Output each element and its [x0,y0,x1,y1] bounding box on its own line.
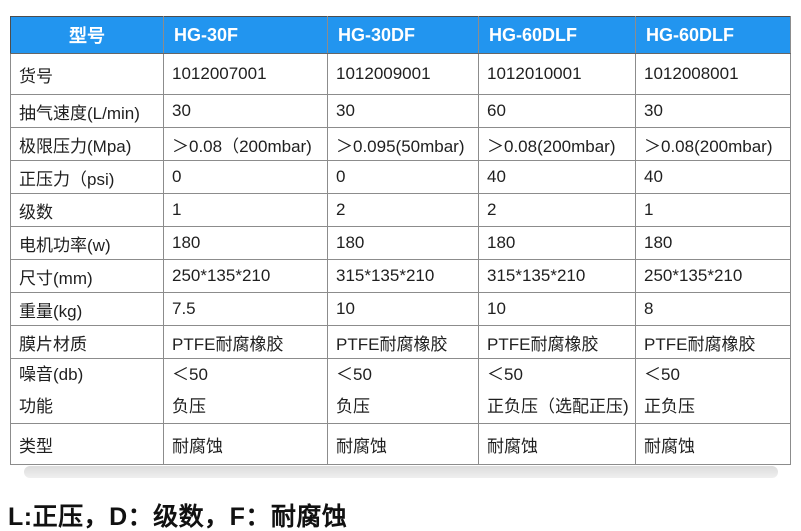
header-row: 型号 HG-30F HG-30DF HG-60DLF HG-60DLF [10,16,791,54]
cell-value: ＞0.095(50mbar) [327,127,479,161]
table-row-diaphragm-material: 膜片材质 PTFE耐腐橡胶 PTFE耐腐橡胶 PTFE耐腐橡胶 PTFE耐腐橡胶 [10,325,791,359]
table-row-dimensions: 尺寸(mm) 250*135*210 315*135*210 315*135*2… [10,259,791,293]
cell-value: 30 [163,94,328,128]
cell-value: 1012010001 [478,53,636,95]
cell-value: ＜50 正负压 [635,358,791,424]
cell-value: 315*135*210 [327,259,479,293]
noise-value: ＜50 [487,365,523,384]
spec-table-header: 型号 HG-30F HG-30DF HG-60DLF HG-60DLF [10,16,791,54]
row-label: 膜片材质 [10,325,164,359]
cell-value: ＞0.08(200mbar) [478,127,636,161]
function-value: 正负压 [644,397,695,416]
cell-value: 180 [327,226,479,260]
table-row-positive-pressure: 正压力（psi) 0 0 40 40 [10,160,791,194]
table-shadow-divider [24,466,778,478]
noise-value: ＜50 [336,365,372,384]
function-value: 正负压（选配正压) [487,397,629,416]
header-cell-model-2: HG-30DF [327,16,479,54]
row-label-function: 功能 [19,397,53,416]
cell-value: 10 [478,292,636,326]
cell-value: 40 [478,160,636,194]
cell-value: 180 [163,226,328,260]
cell-value: ＞0.08(200mbar) [635,127,791,161]
row-label: 电机功率(w) [10,226,164,260]
cell-value: PTFE耐腐橡胶 [478,325,636,359]
cell-value: 0 [327,160,479,194]
cell-value: 60 [478,94,636,128]
legend-note: L:正压，D：级数，F：耐腐蚀 [8,503,348,531]
row-label: 类型 [10,423,164,465]
table-row-item-number: 货号 1012007001 1012009001 1012010001 1012… [10,53,791,95]
row-label: 重量(kg) [10,292,164,326]
cell-value: 1012008001 [635,53,791,95]
function-value: 负压 [172,397,206,416]
header-cell-model-label: 型号 [10,16,164,54]
table-row-motor-power: 电机功率(w) 180 180 180 180 [10,226,791,260]
cell-value: 30 [327,94,479,128]
cell-value: ＞0.08（200mbar) [163,127,328,161]
spec-table-body: 货号 1012007001 1012009001 1012010001 1012… [10,53,791,465]
cell-value: ＜50 正负压（选配正压) [478,358,636,424]
noise-value: ＜50 [172,365,208,384]
row-label: 尺寸(mm) [10,259,164,293]
row-label: 货号 [10,53,164,95]
cell-value: PTFE耐腐橡胶 [635,325,791,359]
cell-value: 250*135*210 [635,259,791,293]
cell-value: 180 [478,226,636,260]
row-label: 正压力（psi) [10,160,164,194]
cell-value: 30 [635,94,791,128]
cell-value: 2 [478,193,636,227]
cell-value: 耐腐蚀 [635,423,791,465]
row-label-noise: 噪音(db) [19,365,84,384]
table-row-pumping-speed: 抽气速度(L/min) 30 30 60 30 [10,94,791,128]
row-label: 级数 [10,193,164,227]
cell-value: 2 [327,193,479,227]
cell-value: 8 [635,292,791,326]
cell-value: 7.5 [163,292,328,326]
table-row-type: 类型 耐腐蚀 耐腐蚀 耐腐蚀 耐腐蚀 [10,423,791,465]
cell-value: 1 [635,193,791,227]
cell-value: 耐腐蚀 [163,423,328,465]
row-label: 抽气速度(L/min) [10,94,164,128]
cell-value: 315*135*210 [478,259,636,293]
cell-value: PTFE耐腐橡胶 [163,325,328,359]
cell-value: 1012009001 [327,53,479,95]
cell-value: 耐腐蚀 [478,423,636,465]
cell-value: PTFE耐腐橡胶 [327,325,479,359]
noise-value: ＜50 [644,365,680,384]
table-row-ultimate-pressure: 极限压力(Mpa) ＞0.08（200mbar) ＞0.095(50mbar) … [10,127,791,161]
table-row-stages: 级数 1 2 2 1 [10,193,791,227]
cell-value: 1 [163,193,328,227]
cell-value: 250*135*210 [163,259,328,293]
cell-value: 180 [635,226,791,260]
cell-value: ＜50 负压 [163,358,328,424]
cell-value: ＜50 负压 [327,358,479,424]
row-label: 噪音(db) 功能 [10,358,164,424]
header-cell-model-1: HG-30F [163,16,328,54]
function-value: 负压 [336,397,370,416]
table-row-weight: 重量(kg) 7.5 10 10 8 [10,292,791,326]
cell-value: 1012007001 [163,53,328,95]
cell-value: 0 [163,160,328,194]
spec-table: 型号 HG-30F HG-30DF HG-60DLF HG-60DLF 货号 1… [10,16,791,465]
header-cell-model-3: HG-60DLF [478,16,636,54]
row-label: 极限压力(Mpa) [10,127,164,161]
cell-value: 40 [635,160,791,194]
table-row-noise-and-function: 噪音(db) 功能 ＜50 负压 ＜50 负压 ＜50 正负压（选配正压) ＜5… [10,358,791,424]
cell-value: 10 [327,292,479,326]
header-cell-model-4: HG-60DLF [635,16,791,54]
cell-value: 耐腐蚀 [327,423,479,465]
